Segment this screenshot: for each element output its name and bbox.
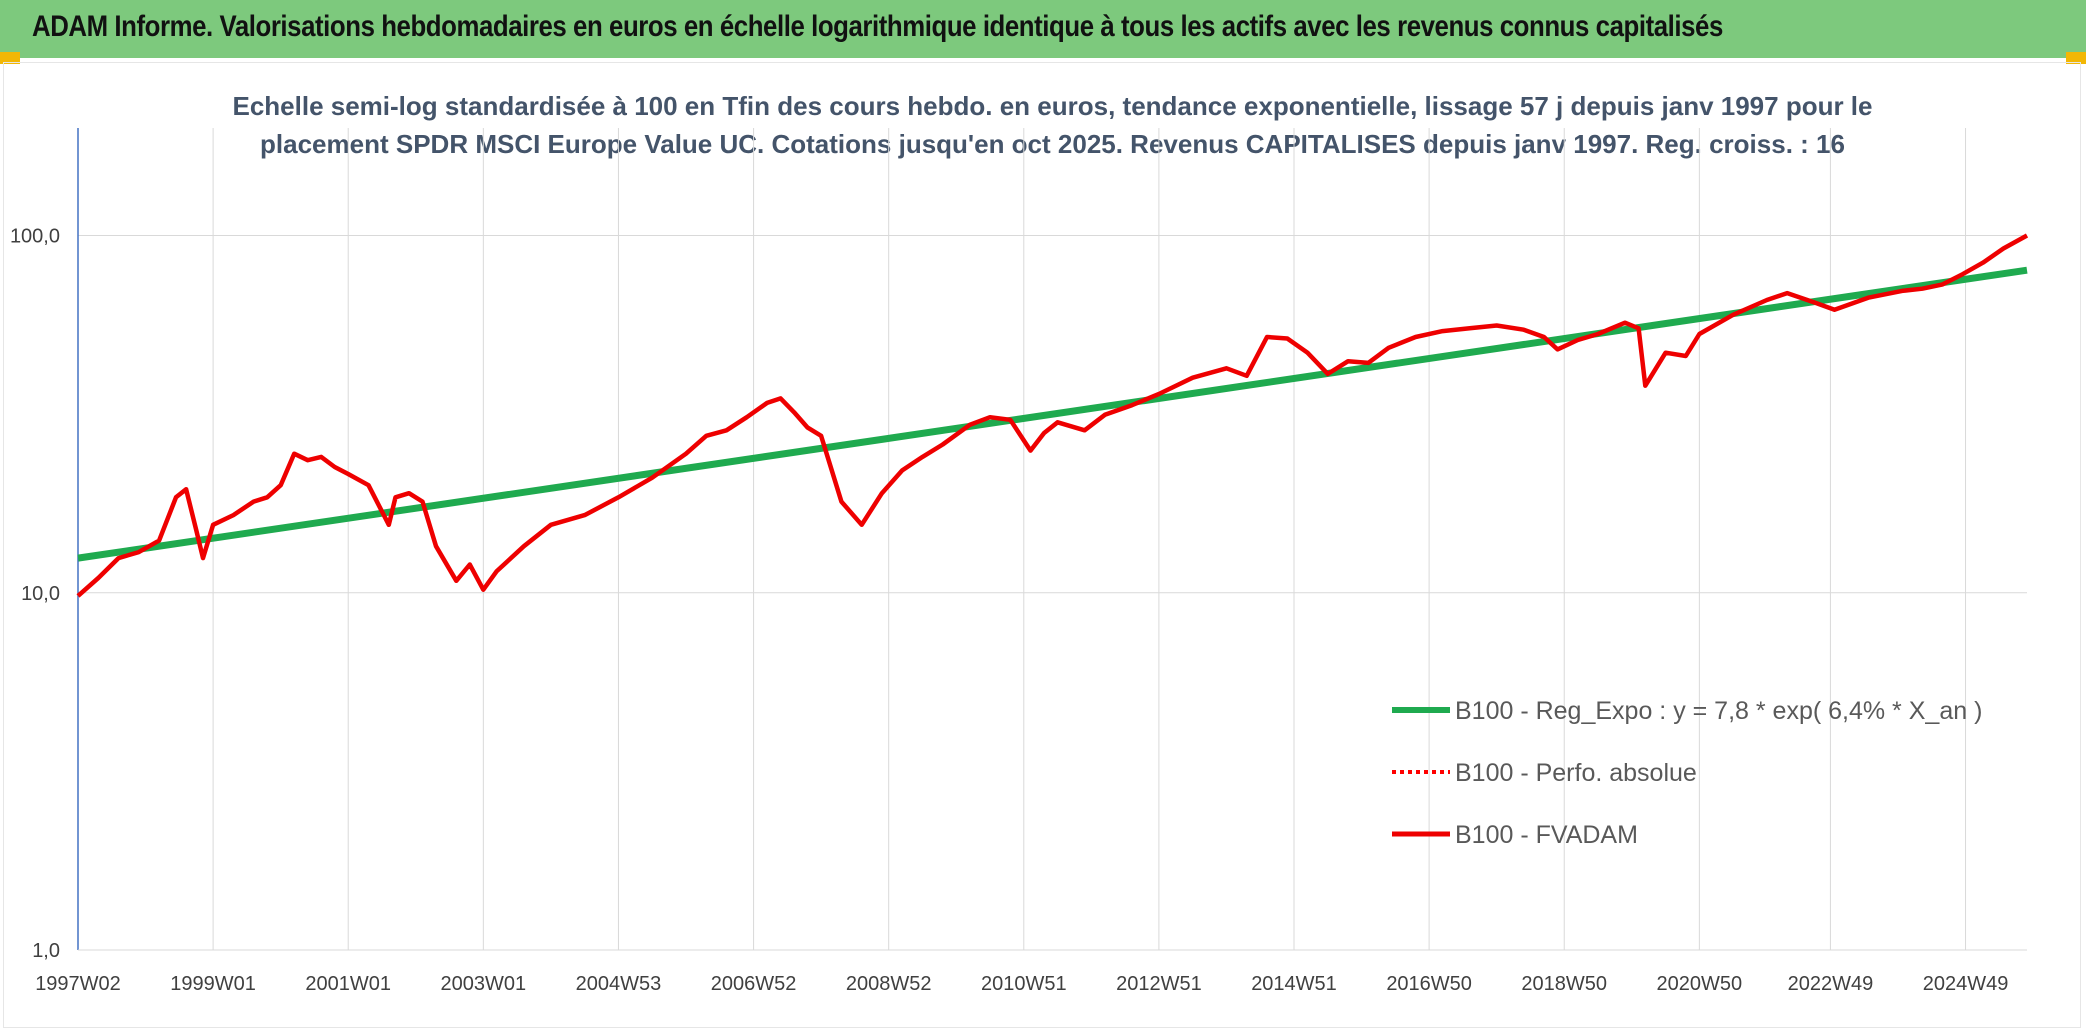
- x-tick-label: 2004W53: [576, 973, 662, 995]
- x-tick-label: 2012W51: [1116, 973, 1202, 995]
- x-tick-label: 1997W02: [35, 973, 121, 995]
- chart-frame: [3, 62, 2081, 1028]
- x-tick-label: 2006W52: [711, 973, 797, 995]
- x-tick-label: 2010W51: [981, 973, 1067, 995]
- legend-label-1: B100 - Reg_Expo : y = 7,8 * exp( 6,4% * …: [1455, 697, 1982, 725]
- x-tick-label: 2016W50: [1386, 973, 1472, 995]
- x-tick-label: 2001W01: [305, 973, 391, 995]
- chart-title-line-2: placement SPDR MSCI Europe Value UC. Cot…: [260, 129, 1845, 159]
- x-tick-label: 1999W01: [170, 973, 256, 995]
- x-tick-label: 2020W50: [1657, 973, 1743, 995]
- x-tick-label: 2008W52: [846, 973, 932, 995]
- legend-label-3: B100 - FVADAM: [1455, 821, 1638, 849]
- fvadam-series-line: [76, 233, 2029, 598]
- x-tick-label: 2024W49: [1923, 973, 2009, 995]
- trend-line-series: [77, 266, 2028, 562]
- legend-label-2: B100 - Perfo. absolue: [1455, 759, 1697, 787]
- title-banner: [0, 0, 2086, 58]
- banner-title: ADAM Informe. Valorisations hebdomadaire…: [32, 10, 1723, 43]
- chart-title-line-1: Echelle semi-log standardisée à 100 en T…: [232, 91, 1872, 121]
- x-tick-label: 2014W51: [1251, 973, 1337, 995]
- y-tick-label: 100,0: [10, 226, 60, 248]
- corner-marker-right: [2066, 52, 2086, 64]
- x-tick-label: 2003W01: [441, 973, 527, 995]
- x-tick-label: 2022W49: [1788, 973, 1874, 995]
- corner-marker-left: [0, 52, 20, 64]
- y-tick-label: 10,0: [21, 583, 60, 605]
- x-tick-label: 2018W50: [1521, 973, 1607, 995]
- y-tick-label: 1,0: [32, 940, 60, 962]
